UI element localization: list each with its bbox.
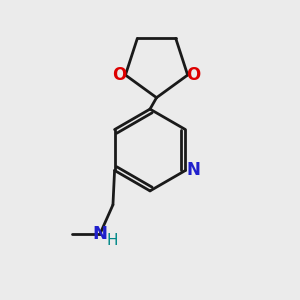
Text: N: N: [92, 225, 107, 243]
Text: O: O: [112, 66, 127, 84]
Text: N: N: [187, 161, 200, 179]
Text: O: O: [186, 66, 201, 84]
Text: H: H: [106, 232, 118, 247]
